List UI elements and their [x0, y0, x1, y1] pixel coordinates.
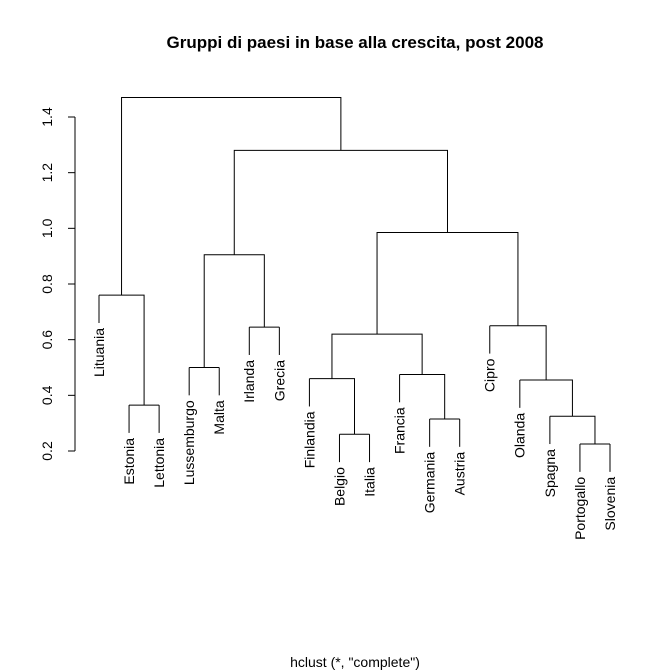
merge-branch-6 [309, 378, 355, 435]
leaf-label-lussemburgo: Lussemburgo [181, 400, 197, 485]
leaf-label-germania: Germania [422, 452, 438, 514]
leaf-label-francia: Francia [391, 407, 407, 454]
leaf-label-slovenia: Slovenia [602, 477, 618, 531]
y-tick-label-1: 0.4 [39, 385, 55, 405]
leaf-label-austria: Austria [452, 452, 468, 496]
leaf-labels: Lituania Estonia Lettonia Lussemburgo Malta I… [91, 328, 618, 540]
y-tick-label-2: 0.6 [39, 330, 55, 350]
leaf-label-belgio: Belgio [331, 467, 347, 506]
chart-title: Gruppi di paesi in base alla crescita, p… [167, 33, 544, 52]
leaf-label-estonia: Estonia [121, 438, 137, 485]
y-axis: 0.2 0.4 0.6 0.8 1.0 1.2 1.4 [39, 107, 76, 461]
dendrogram-branches [98, 97, 611, 472]
y-tick-label-5: 1.2 [39, 163, 55, 183]
leaf-label-lettonia: Lettonia [151, 438, 167, 488]
leaf-label-irlanda: Irlanda [241, 360, 257, 403]
merge-branch-8 [399, 373, 446, 419]
y-tick-label-3: 0.8 [39, 274, 55, 294]
merge-branch-12 [519, 379, 573, 417]
merge-branch-4 [203, 254, 265, 368]
merge-branch-16 [121, 97, 342, 296]
y-tick-label-6: 1.4 [39, 107, 55, 127]
merge-branch-13 [489, 325, 547, 381]
leaf-label-malta: Malta [211, 400, 227, 434]
merge-branch-14 [376, 232, 519, 335]
leaf-label-grecia: Grecia [271, 360, 287, 401]
leaf-label-spagna: Spagna [542, 449, 558, 497]
leaf-label-cipro: Cipro [482, 358, 498, 392]
leaf-label-italia: Italia [361, 467, 377, 497]
y-tick-label-0: 0.2 [39, 441, 55, 461]
merge-branch-15 [233, 149, 448, 255]
leaf-label-finlandia: Finlandia [301, 411, 317, 468]
leaf-label-olanda: Olanda [512, 413, 528, 458]
leaf-label-portogallo: Portogallo [572, 477, 588, 540]
merge-branch-9 [331, 333, 423, 379]
merge-branch-1 [99, 294, 145, 406]
y-tick-label-4: 1.0 [39, 218, 55, 238]
merge-branch-11 [549, 415, 596, 445]
method-label: hclust (*, "complete") [290, 654, 420, 670]
leaf-label-lituania: Lituania [91, 328, 107, 377]
